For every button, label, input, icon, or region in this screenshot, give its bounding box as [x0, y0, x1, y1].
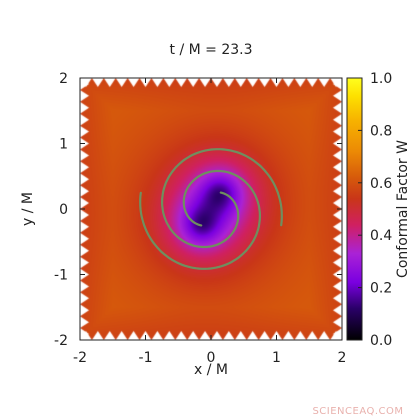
x-tick-label: 1 [272, 350, 281, 366]
chart-title: t / M = 23.3 [170, 42, 253, 58]
trajectories [139, 148, 283, 270]
colorbar-tick-label: 0.6 [370, 176, 392, 192]
x-tick-label: -1 [139, 350, 153, 366]
colorbar-label: Conformal Factor W [395, 140, 411, 278]
y-axis-label: y / M [20, 192, 36, 226]
x-tick-label: 0 [207, 350, 216, 366]
conformal-factor-heatmap [80, 78, 342, 340]
trajectory-2 [139, 169, 261, 270]
colorbar-tick-label: 0.0 [370, 333, 392, 349]
colorbar-axis: 0.0 0.2 0.4 0.6 0.8 1.0 [358, 71, 392, 349]
colorbar-tick-label: 0.4 [370, 228, 392, 244]
colorbar-tick-label: 1.0 [370, 71, 392, 87]
colorbar-tick-label: 0.2 [370, 281, 392, 297]
y-axis: -2 -1 0 1 2 [54, 71, 342, 349]
x-axis: -2 -1 0 1 2 [73, 78, 346, 366]
y-tick-label: 1 [59, 137, 68, 153]
x-axis-label: x / M [194, 362, 228, 378]
x-tick-label: 2 [338, 350, 347, 366]
y-tick-label: -2 [54, 333, 68, 349]
colorbar [346, 77, 363, 341]
y-tick-label: -1 [54, 268, 68, 284]
colorbar-tick-label: 0.8 [370, 123, 392, 139]
watermark-text: SCIENCEAQ.COM [312, 406, 403, 417]
trajectory-1 [161, 148, 283, 249]
y-tick-label: 0 [59, 202, 68, 218]
y-tick-label: 2 [59, 71, 68, 87]
x-tick-label: -2 [73, 350, 87, 366]
